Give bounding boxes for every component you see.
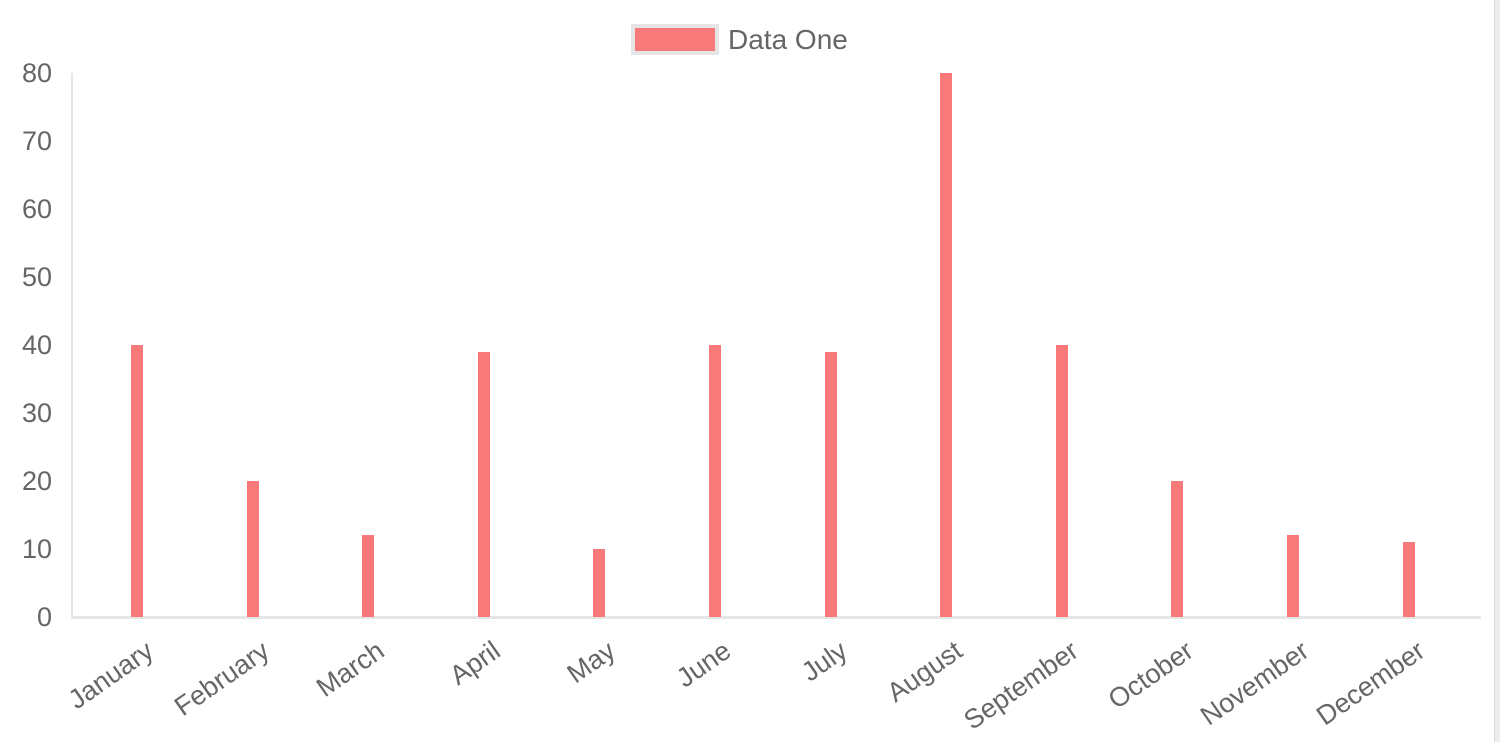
bar-april[interactable] <box>478 352 490 617</box>
x-tick-label: January <box>62 635 159 715</box>
legend-label: Data One <box>728 24 848 55</box>
y-tick-label: 60 <box>21 194 52 224</box>
x-tick-label: October <box>1102 635 1199 715</box>
x-tick-label: December <box>1311 635 1431 732</box>
bar-october[interactable] <box>1171 481 1183 617</box>
x-tick-label: August <box>881 635 968 708</box>
x-tick-label: May <box>561 635 621 690</box>
x-tick-label: February <box>168 635 275 722</box>
bar-march[interactable] <box>362 535 374 617</box>
legend-swatch <box>631 24 719 55</box>
bar-august[interactable] <box>940 73 952 617</box>
y-tick-label: 10 <box>21 534 52 564</box>
y-tick-label: 0 <box>36 602 52 632</box>
x-tick-label: July <box>796 635 853 688</box>
bar-february[interactable] <box>247 481 259 617</box>
y-axis-line <box>71 73 73 618</box>
x-axis-line <box>71 616 1481 619</box>
scrollbar-track[interactable] <box>1494 0 1500 742</box>
bar-january[interactable] <box>131 345 143 617</box>
y-tick-label: 50 <box>21 262 52 292</box>
y-tick-label: 70 <box>21 126 52 156</box>
x-tick-label: April <box>444 635 506 691</box>
x-tick-label: June <box>671 635 737 694</box>
bar-september[interactable] <box>1056 345 1068 617</box>
chart-legend-item[interactable]: Data One <box>631 24 848 55</box>
bar-june[interactable] <box>709 345 721 617</box>
bar-may[interactable] <box>593 549 605 617</box>
bar-december[interactable] <box>1403 542 1415 617</box>
x-tick-label: March <box>310 635 390 703</box>
y-tick-label: 80 <box>21 58 52 88</box>
x-tick-label: September <box>958 635 1084 736</box>
y-tick-label: 30 <box>21 398 52 428</box>
y-tick-label: 20 <box>21 466 52 496</box>
bar-july[interactable] <box>825 352 837 617</box>
x-tick-label: November <box>1195 635 1315 732</box>
y-tick-label: 40 <box>21 330 52 360</box>
bar-november[interactable] <box>1287 535 1299 617</box>
